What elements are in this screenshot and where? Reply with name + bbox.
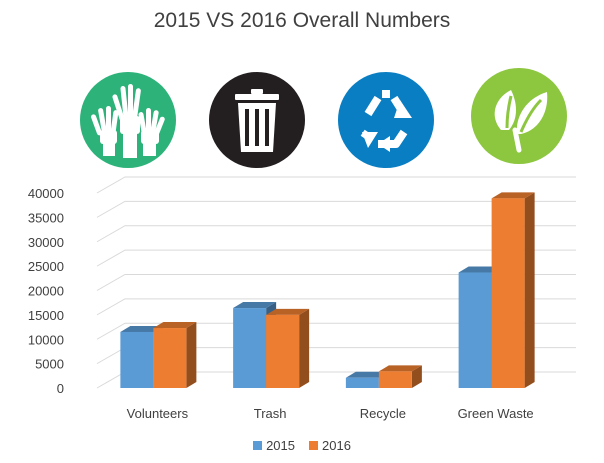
gridline [96,200,576,218]
y-tick-label: 35000 [28,210,64,225]
bar-2016-green-waste [491,192,535,388]
x-tick-label: Volunteers [127,406,189,421]
y-axis: 0 5000 10000 15000 20000 25000 30000 35000 40000 [28,186,64,396]
bar-2016-recycle [378,365,422,388]
y-tick-label: 15000 [28,308,64,323]
bars [120,192,535,388]
y-tick-label: 0 [57,381,64,396]
recycle-icon [338,72,434,168]
raised-hands-icon [80,72,176,168]
leaf-icon [471,68,567,164]
legend-swatch-2016 [309,441,318,450]
gridline [96,225,576,243]
gridline [96,322,576,340]
legend-label-2015: 2015 [266,438,295,453]
y-tick-label: 20000 [28,284,64,299]
legend-label-2016: 2016 [322,438,351,453]
legend-entry-2015: 2015 [253,438,295,453]
bar-2016-trash [266,308,310,388]
y-tick-label: 10000 [28,332,64,347]
trash-can-icon [209,72,305,168]
legend-swatch-2015 [253,441,263,450]
y-tick-label: 5000 [35,357,64,372]
gridline [96,176,576,194]
gridlines [96,176,576,389]
x-tick-label: Green Waste [458,406,534,421]
chart-title: 2015 VS 2016 Overall Numbers [153,9,451,32]
gridline [96,274,576,291]
bar-2016-volunteers [153,322,197,388]
x-axis: Volunteers Trash Recycle Green Waste [127,406,534,421]
gridline [96,298,576,316]
x-tick-label: Recycle [360,406,406,421]
gridline [96,249,576,267]
y-tick-label: 30000 [28,235,64,250]
y-tick-label: 40000 [28,186,64,201]
legend: 2015 2016 [0,438,604,453]
y-tick-label: 25000 [28,259,64,274]
legend-entry-2016: 2016 [309,438,351,453]
x-tick-label: Trash [254,406,287,421]
